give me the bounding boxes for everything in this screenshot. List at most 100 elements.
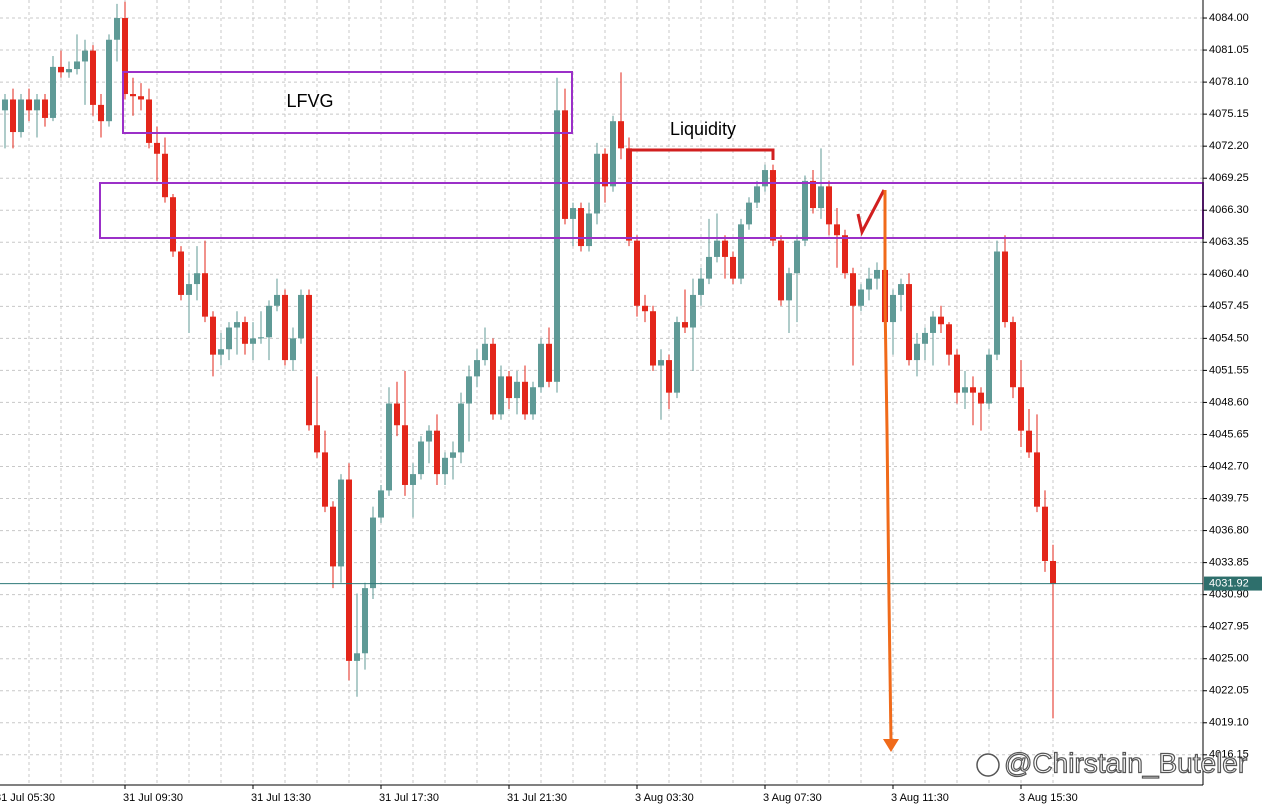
- candle-body: [938, 316, 944, 325]
- y-tick-label: 4063.35: [1209, 236, 1249, 248]
- candle-body: [682, 322, 688, 328]
- candle-body: [90, 50, 96, 105]
- candle-body: [538, 343, 544, 388]
- candle-body: [498, 376, 504, 415]
- x-tick-label: 31 Jul 13:30: [251, 792, 311, 804]
- candle-body: [210, 316, 216, 355]
- y-tick-label: 4057.45: [1209, 300, 1249, 312]
- y-tick-label: 4039.75: [1209, 492, 1249, 504]
- candle-body: [2, 99, 8, 111]
- candle-body: [978, 392, 984, 404]
- last-price-box: [1204, 576, 1262, 591]
- candle-body: [914, 343, 920, 361]
- y-tick-label: 4016.15: [1209, 749, 1249, 761]
- candle-body: [394, 403, 400, 426]
- candle-body: [298, 294, 304, 339]
- candle-body: [626, 148, 632, 241]
- x-tick-label: 31 Jul 17:30: [379, 792, 439, 804]
- candle-body: [26, 99, 32, 111]
- candle-body: [562, 110, 568, 219]
- y-tick-label: 4060.40: [1209, 268, 1249, 280]
- candle-body: [610, 121, 616, 187]
- candle-body: [330, 506, 336, 567]
- candle-body: [650, 311, 656, 366]
- candle-body: [50, 66, 56, 118]
- candle-body: [418, 441, 424, 475]
- candle-body: [314, 425, 320, 453]
- candle-body: [898, 284, 904, 295]
- candle-body: [266, 305, 272, 338]
- y-tick-label: 4081.05: [1209, 44, 1249, 56]
- candle-body: [98, 104, 104, 122]
- candle-body: [218, 349, 224, 355]
- candle-body: [722, 240, 728, 257]
- candle-body: [250, 338, 256, 344]
- candle-body: [810, 180, 816, 209]
- candle-body: [490, 343, 496, 415]
- candle-body: [1018, 387, 1024, 431]
- x-tick-label: 3 Aug 11:30: [891, 792, 949, 804]
- y-tick-label: 4033.85: [1209, 557, 1249, 569]
- candle-body: [378, 490, 384, 518]
- candle-body: [194, 273, 200, 285]
- y-tick-label: 4036.80: [1209, 524, 1249, 536]
- candle-body: [34, 99, 40, 111]
- candle-body: [242, 322, 248, 344]
- candle-body: [42, 99, 48, 118]
- candle-body: [274, 294, 280, 306]
- candle-body: [178, 251, 184, 295]
- candle-body: [818, 186, 824, 209]
- x-tick-label: 3 Aug 15:30: [1019, 792, 1078, 804]
- y-tick-label: 4019.10: [1209, 717, 1249, 729]
- candle-body: [426, 430, 432, 442]
- candle-body: [306, 294, 312, 426]
- watermark-text: @Chirstain_Buteler: [1004, 747, 1247, 778]
- candle-body: [546, 343, 552, 382]
- candle-body: [450, 452, 456, 458]
- last-price-label: 4031.92: [1209, 577, 1249, 589]
- lfvg-label: LFVG: [286, 91, 333, 111]
- candle-body: [850, 273, 856, 306]
- y-tick-label: 4066.30: [1209, 204, 1249, 216]
- candle-body: [786, 273, 792, 301]
- candle-body: [994, 251, 1000, 355]
- candle-body: [338, 479, 344, 567]
- candle-body: [906, 284, 912, 361]
- y-tick-label: 4045.65: [1209, 428, 1249, 440]
- candle-body: [66, 69, 72, 73]
- candle-body: [106, 39, 112, 122]
- candle-body: [434, 430, 440, 475]
- candle-body: [530, 387, 536, 415]
- candle-body: [706, 256, 712, 279]
- candle-body: [154, 142, 160, 154]
- candle-body: [346, 479, 352, 661]
- candle-body: [258, 337, 264, 339]
- candle-body: [1026, 430, 1032, 453]
- y-tick-label: 4027.95: [1209, 621, 1249, 633]
- y-tick-label: 4078.10: [1209, 76, 1249, 88]
- candle-body: [362, 588, 368, 654]
- candle-body: [866, 278, 872, 290]
- candle-body: [1010, 322, 1016, 388]
- candle-body: [10, 99, 16, 133]
- candle-body: [402, 425, 408, 485]
- candle-body: [514, 381, 520, 399]
- y-tick-label: 4048.60: [1209, 396, 1249, 408]
- candle-body: [1034, 452, 1040, 507]
- candle-body: [714, 240, 720, 257]
- candle-body: [746, 202, 752, 225]
- candle-body: [186, 284, 192, 295]
- candle-body: [922, 332, 928, 344]
- liquidity-line: [627, 148, 775, 160]
- candle-body: [1042, 506, 1048, 561]
- candle-body: [482, 343, 488, 361]
- candle-body: [290, 338, 296, 361]
- candle-body: [970, 387, 976, 393]
- candle-body: [522, 381, 528, 415]
- candle-body: [634, 240, 640, 306]
- candle-body: [842, 235, 848, 274]
- candles: [0, 1, 1203, 719]
- candle-body: [930, 316, 936, 333]
- candle-body: [114, 18, 120, 40]
- x-tick-label: 31 Jul 21:30: [507, 792, 567, 804]
